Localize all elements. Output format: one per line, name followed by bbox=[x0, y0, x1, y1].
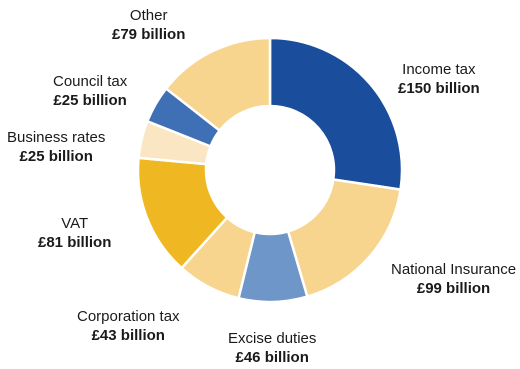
slice-name: Business rates bbox=[7, 129, 106, 146]
slice-name: Excise duties bbox=[228, 330, 317, 347]
slice-name: VAT bbox=[61, 215, 89, 232]
slice-value: £25 billion bbox=[53, 92, 127, 109]
slice-name: Income tax bbox=[402, 61, 476, 78]
slice-label-other: Other £79 billion bbox=[112, 6, 185, 44]
slice-value: £43 billion bbox=[91, 327, 165, 344]
slice-name: Other bbox=[129, 7, 168, 24]
slice-name: Corporation tax bbox=[77, 308, 180, 325]
slice-value: £81 billion bbox=[38, 234, 112, 251]
slice-label-national-insurance: National Insurance £99 billion bbox=[391, 260, 516, 298]
slice-label-council-tax: Council tax £25 billion bbox=[53, 72, 127, 110]
donut-slice-national-insurance bbox=[286, 178, 402, 299]
slice-label-vat: VAT £81 billion bbox=[38, 214, 111, 252]
slice-name: Council tax bbox=[53, 73, 128, 90]
donut-slice-income-tax bbox=[268, 36, 404, 192]
slice-label-corporation-tax: Corporation tax £43 billion bbox=[77, 307, 180, 345]
slice-label-business-rates: Business rates £25 billion bbox=[7, 128, 105, 166]
donut-slice-other bbox=[164, 36, 272, 133]
slice-label-income-tax: Income tax £150 billion bbox=[398, 60, 480, 98]
slice-value: £150 billion bbox=[398, 80, 480, 97]
slice-name: National Insurance bbox=[391, 261, 517, 278]
slice-value: £25 billion bbox=[19, 148, 93, 165]
slice-value: £79 billion bbox=[112, 26, 186, 43]
slice-label-excise-duties: Excise duties £46 billion bbox=[228, 329, 316, 367]
slice-value: £46 billion bbox=[235, 349, 309, 366]
slice-value: £99 billion bbox=[416, 280, 491, 297]
